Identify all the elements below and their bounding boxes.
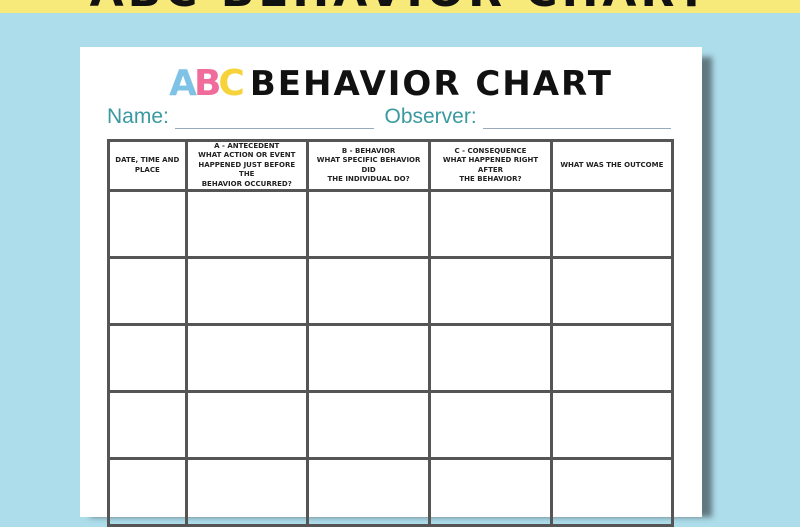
banner-title: ABC BEHAVIOR CHART [0, 0, 800, 13]
column-header-line: C - Consequence [454, 146, 527, 155]
column-header: Date, time and place [107, 138, 188, 193]
column-header-line: B - Behavior [341, 146, 396, 155]
page-title: BEHAVIOR CHART [249, 63, 613, 104]
column-header-line: happened just before the [198, 160, 296, 179]
column-header: C - Consequence What happened right after… [428, 138, 553, 193]
table-cell[interactable] [107, 189, 188, 260]
table-cell[interactable] [549, 189, 675, 260]
table-cell[interactable] [428, 256, 553, 327]
table-cell[interactable] [428, 457, 553, 527]
table-cell[interactable] [184, 189, 309, 260]
table-cell[interactable] [428, 189, 553, 260]
observer-label: Observer: [384, 105, 477, 128]
top-banner: ABC BEHAVIOR CHART [0, 0, 800, 13]
abc-logo: ABC [169, 63, 245, 104]
table-cell[interactable] [305, 457, 432, 527]
table-cell[interactable] [305, 189, 432, 260]
table-cell[interactable] [184, 256, 309, 327]
column-header-line: the behavior? [459, 175, 522, 184]
table-cell[interactable] [428, 323, 553, 394]
table-cell[interactable] [428, 390, 553, 461]
table-row [107, 457, 675, 527]
table-cell[interactable] [549, 390, 675, 461]
table-cell[interactable] [107, 256, 188, 327]
table-cell[interactable] [184, 457, 309, 527]
table-row [107, 390, 675, 461]
column-header: What was the outcome [549, 138, 675, 193]
table-row [107, 323, 675, 394]
table-cell[interactable] [549, 323, 675, 394]
column-header-line: A - Antecedent [214, 142, 280, 150]
table-cell[interactable] [305, 323, 432, 394]
table-row [107, 256, 675, 327]
table-row [107, 189, 675, 260]
table-cell[interactable] [305, 256, 432, 327]
column-header-line: Date, time and place [115, 156, 180, 174]
column-header-line: the individual do? [327, 175, 410, 184]
observer-field[interactable] [482, 107, 671, 129]
worksheet: ABC BEHAVIOR CHART Name: Observer: Date,… [80, 47, 702, 527]
table-cell[interactable] [107, 457, 188, 527]
title-row: ABC BEHAVIOR CHART [80, 63, 702, 104]
column-header: A - Antecedent What action or event happen… [184, 138, 309, 193]
table-cell[interactable] [107, 323, 188, 394]
column-header: B - Behavior What specific behavior did th… [305, 138, 432, 193]
info-fields: Name: Observer: [107, 105, 677, 129]
column-header-line: What specific behavior did [316, 156, 421, 174]
table-cell[interactable] [549, 457, 675, 527]
table-cell[interactable] [107, 390, 188, 461]
table-cell[interactable] [305, 390, 432, 461]
table-cell[interactable] [549, 256, 675, 327]
column-header-line: What happened right after [442, 156, 539, 174]
column-header-line: What action or event [198, 151, 296, 160]
column-header-line: What was the outcome [560, 160, 664, 169]
column-header-line: behavior occurred? [201, 179, 292, 188]
abc-table: Date, time and place A - Antecedent What a… [107, 138, 675, 527]
table-cell[interactable] [184, 323, 309, 394]
name-label: Name: [107, 105, 169, 128]
name-field[interactable] [174, 107, 375, 129]
table-cell[interactable] [184, 390, 309, 461]
